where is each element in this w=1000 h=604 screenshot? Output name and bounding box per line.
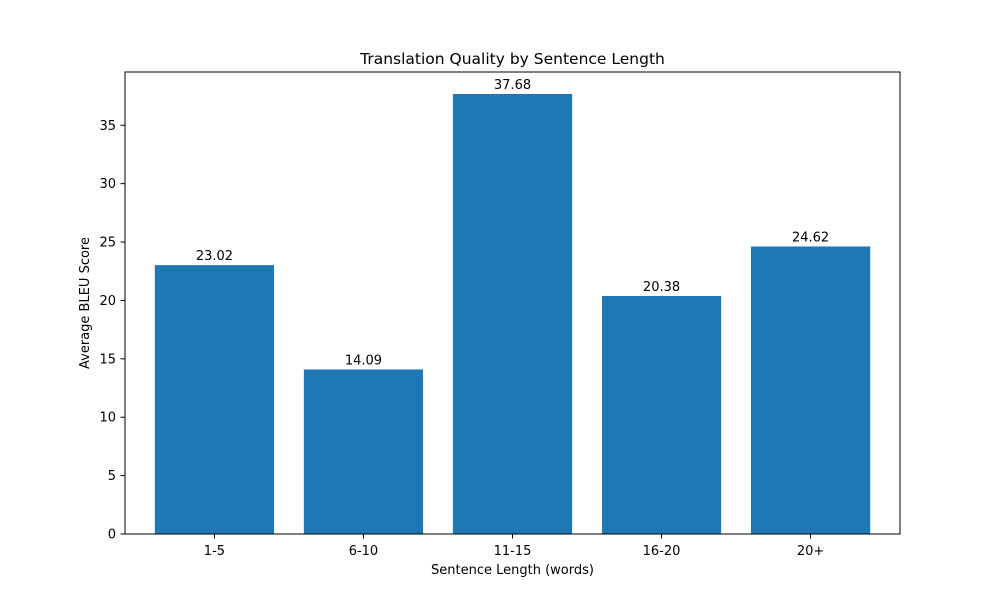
plot-area-frame bbox=[124, 71, 901, 535]
y-tick-label: 10 bbox=[99, 411, 116, 426]
x-axis: 1-5 6-10 11-15 16-20 20+ bbox=[204, 534, 824, 559]
bar-value-label: 14.09 bbox=[345, 353, 382, 368]
y-axis: 0 5 10 15 20 25 30 35 bbox=[99, 119, 125, 543]
y-tick-label: 25 bbox=[99, 236, 116, 251]
y-axis-label: Average BLEU Score bbox=[78, 237, 93, 369]
bars-layer bbox=[154, 93, 871, 535]
bar-16-20 bbox=[601, 295, 722, 534]
y-tick-label: 30 bbox=[99, 177, 116, 192]
bar-value-labels: 23.02 14.09 37.68 20.38 24.62 bbox=[196, 78, 829, 368]
y-tick-label: 20 bbox=[99, 294, 116, 309]
y-tick-label: 15 bbox=[99, 352, 116, 367]
x-tick-label: 1-5 bbox=[204, 544, 225, 559]
y-tick-label: 35 bbox=[99, 119, 116, 134]
bar-value-label: 23.02 bbox=[196, 249, 233, 264]
bar-11-15 bbox=[452, 93, 573, 535]
bar-value-label: 37.68 bbox=[494, 78, 531, 93]
y-tick-label: 0 bbox=[108, 528, 116, 543]
x-tick-label: 16-20 bbox=[643, 544, 681, 559]
x-axis-label: Sentence Length (words) bbox=[431, 563, 594, 578]
bar-1-5 bbox=[154, 265, 275, 534]
bar-6-10 bbox=[303, 369, 424, 534]
chart-title: Translation Quality by Sentence Length bbox=[359, 50, 665, 68]
x-tick-label: 6-10 bbox=[349, 544, 379, 559]
x-tick-label: 20+ bbox=[797, 544, 824, 559]
bar-value-label: 24.62 bbox=[792, 230, 829, 245]
bar-20+ bbox=[750, 246, 871, 534]
y-tick-label: 5 bbox=[108, 469, 116, 484]
x-tick-label: 11-15 bbox=[494, 544, 532, 559]
bar-value-label: 20.38 bbox=[643, 280, 680, 295]
